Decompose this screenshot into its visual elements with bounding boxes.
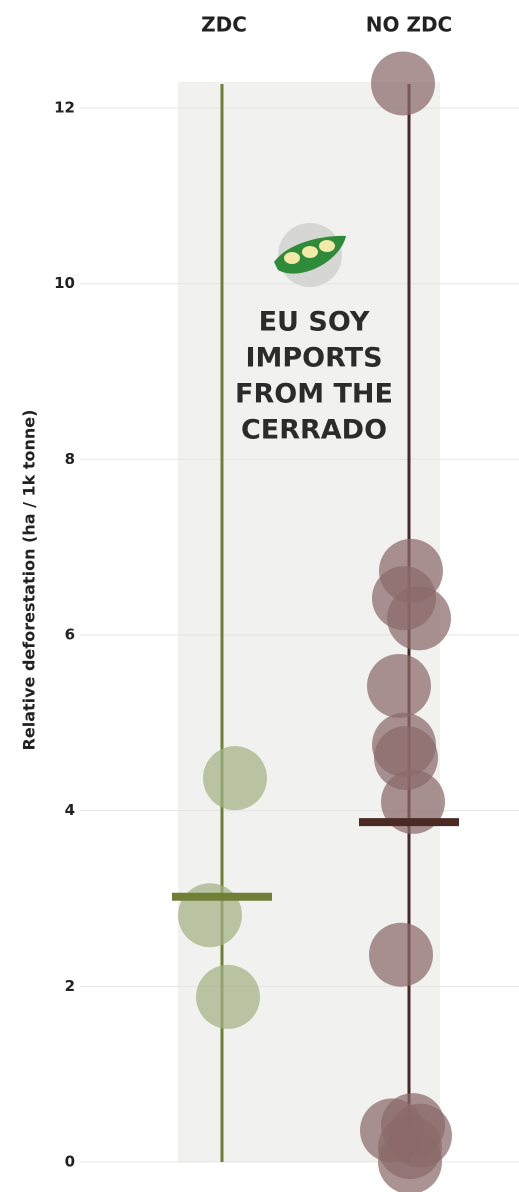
dot [387,586,451,651]
annotation: CERRADO [241,415,387,446]
dot [381,769,445,834]
y-tick-label: 0 [65,1153,75,1171]
y-tick-label: 4 [65,801,75,819]
y-tick-label: 12 [54,99,75,117]
y-tick-label: 2 [65,977,75,995]
category-label: NO ZDC [366,13,452,37]
dot [203,746,267,811]
marks [172,51,459,1192]
dot [367,653,431,718]
y-axis-label: Relative deforestation (ha / 1k tonne) [20,410,39,751]
annotation: FROM THE [235,379,393,410]
y-tick-label: 6 [65,626,75,644]
annotation: EU SOY [259,307,370,338]
dot [371,51,435,116]
y-tick-label: 8 [65,450,75,468]
dot [378,1130,442,1192]
annotation: IMPORTS [245,343,382,374]
category-label: ZDC [201,13,247,37]
y-tick-label: 10 [54,274,75,292]
dot [369,922,433,987]
dot [196,964,260,1029]
soy-icon [274,223,346,287]
